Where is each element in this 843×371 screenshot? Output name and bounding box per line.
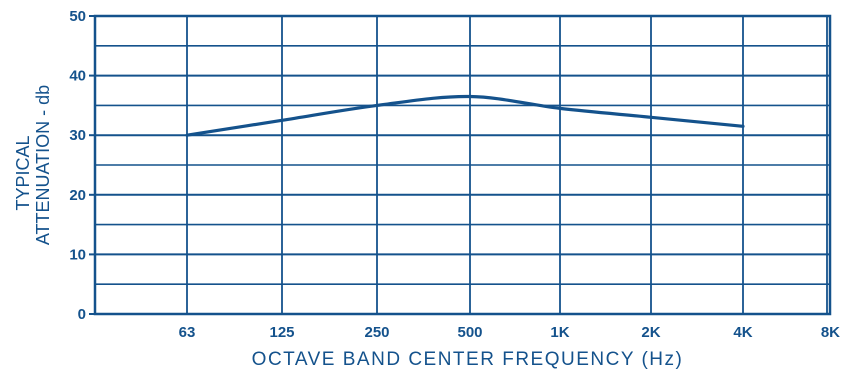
- xtick-label-8k: 8K: [821, 324, 840, 341]
- y-axis-title-line-2: ATTENUATION - db: [33, 85, 53, 245]
- xtick-label-125: 125: [269, 324, 294, 341]
- y-axis-title-line-1: TYPICAL: [13, 135, 33, 210]
- y-tick-labels: 0 10 20 30 40 50: [69, 8, 95, 323]
- xtick-label-250: 250: [364, 324, 389, 341]
- ytick-label-0: 0: [78, 306, 86, 323]
- x-axis-title: OCTAVE BAND CENTER FREQUENCY (Hz): [252, 349, 684, 370]
- series-layer: [185, 94, 745, 137]
- x-tick-labels: 63 125 250 500 1K 2K 4K 8K: [179, 324, 840, 341]
- ytick-label-40: 40: [69, 68, 86, 85]
- ytick-label-20: 20: [69, 187, 86, 204]
- xtick-label-500: 500: [457, 324, 482, 341]
- xtick-label-4k: 4K: [733, 324, 752, 341]
- y-axis-title: TYPICAL ATTENUATION - db: [13, 85, 53, 245]
- xtick-label-63: 63: [179, 324, 196, 341]
- horizontal-gridlines: [95, 44, 830, 286]
- plot-frame: [93, 14, 832, 316]
- xtick-label-2k: 2K: [641, 324, 660, 341]
- xtick-label-1k: 1K: [550, 324, 569, 341]
- series-line-0: [185, 94, 745, 137]
- ytick-label-30: 30: [69, 127, 86, 144]
- ytick-label-10: 10: [69, 246, 86, 263]
- ytick-label-50: 50: [69, 8, 86, 25]
